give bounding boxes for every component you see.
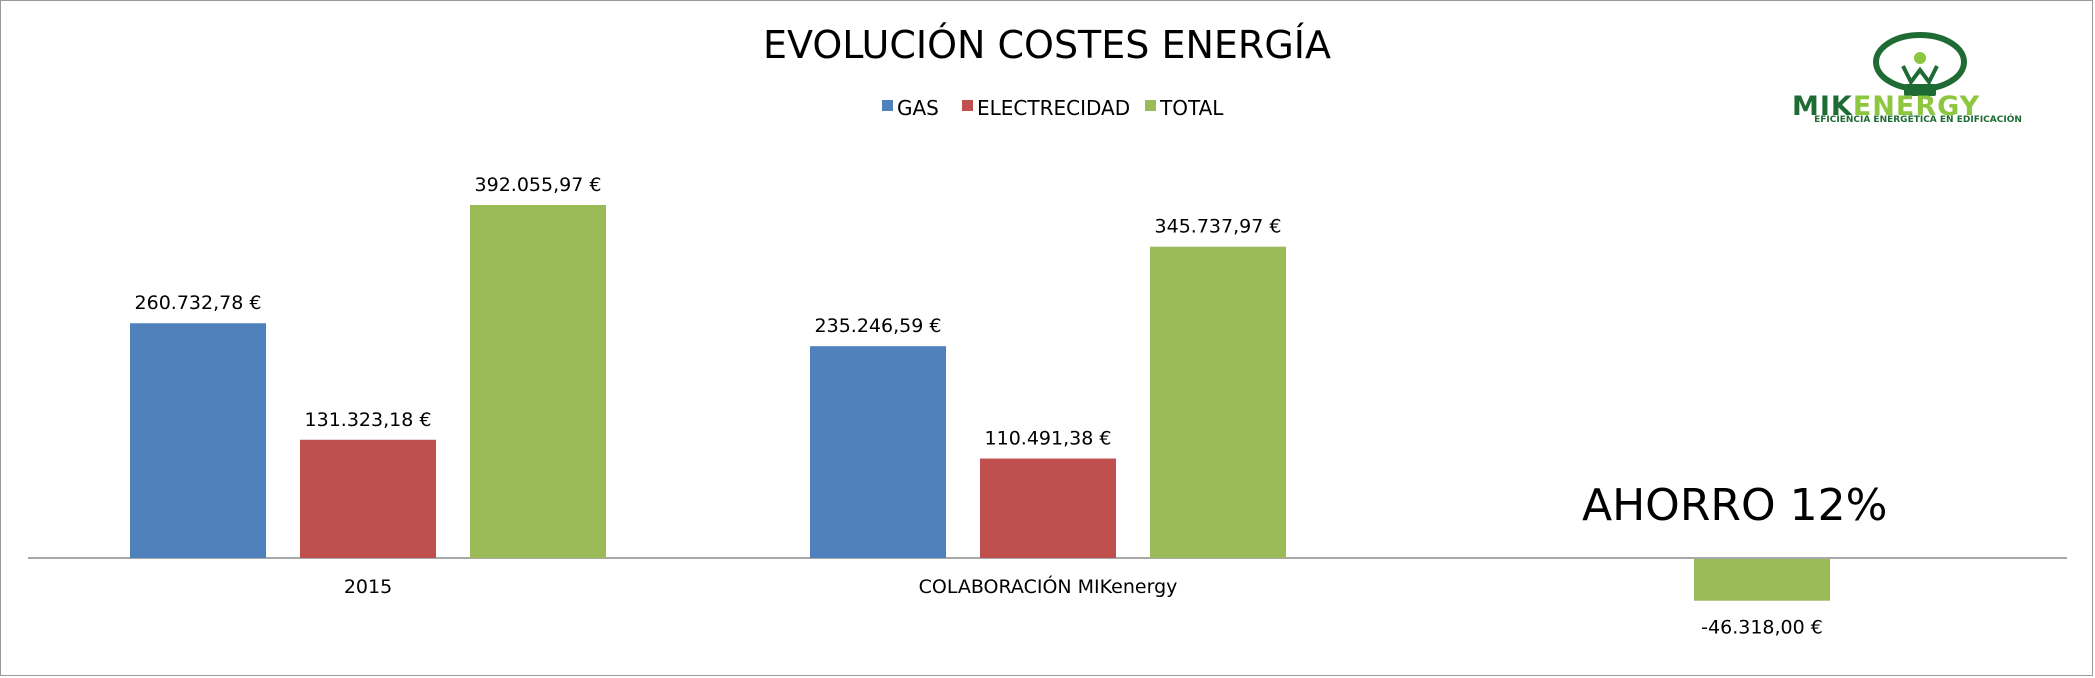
bar-electrecidad-1 [980, 458, 1116, 558]
bar-gas-0 [130, 323, 266, 558]
data-label-gas-0: 260.732,78 € [135, 292, 262, 314]
bar-electrecidad-0 [300, 439, 436, 558]
bar-total-0 [470, 205, 606, 558]
logo-tagline: EFICIENCIA ENERGÉTICA EN EDIFICACIÓN [1814, 113, 2022, 125]
category-label-1: COLABORACIÓN MIKenergy [919, 574, 1178, 598]
logo-m-mark [1901, 65, 1939, 86]
logo-bulb-dot [1914, 52, 1926, 64]
logo-wordmark: MIKENERGY [1792, 91, 1980, 122]
legend-label-total: TOTAL [1159, 96, 1224, 120]
mikenergy-logo: MIKENERGY EFICIENCIA ENERGÉTICA EN EDIFI… [1792, 32, 2022, 125]
chart-title: EVOLUCIÓN COSTES ENERGÍA [763, 23, 1331, 67]
bar-total-1 [1150, 246, 1286, 559]
data-label-total-2: -46.318,00 € [1701, 617, 1823, 639]
category-labels-group: 2015 COLABORACIÓN MIKenergy [344, 574, 1178, 598]
bar-gas-1 [810, 346, 946, 558]
data-label-gas-1: 235.246,59 € [815, 315, 942, 337]
chart-legend: GAS ELECTRECIDAD TOTAL [882, 96, 1224, 120]
legend-swatch-electrecidad [962, 100, 973, 111]
data-label-total-1: 345.737,97 € [1155, 216, 1282, 238]
legend-label-electrecidad: ELECTRECIDAD [977, 96, 1130, 120]
legend-swatch-total [1145, 100, 1156, 111]
data-labels-group: 260.732,78 € 235.246,59 € 131.323,18 € 110.… [135, 174, 1823, 639]
legend-swatch-gas [882, 100, 893, 111]
bars-group [130, 205, 1830, 601]
data-label-electrecidad-0: 131.323,18 € [305, 409, 432, 431]
category-label-0: 2015 [344, 576, 392, 598]
legend-label-gas: GAS [897, 96, 939, 120]
data-label-total-0: 392.055,97 € [475, 174, 602, 196]
bar-total-2 [1694, 559, 1830, 601]
data-label-electrecidad-1: 110.491,38 € [985, 428, 1112, 450]
savings-annotation: AHORRO 12% [1582, 480, 1887, 531]
logo-bulb-base [1904, 84, 1936, 96]
